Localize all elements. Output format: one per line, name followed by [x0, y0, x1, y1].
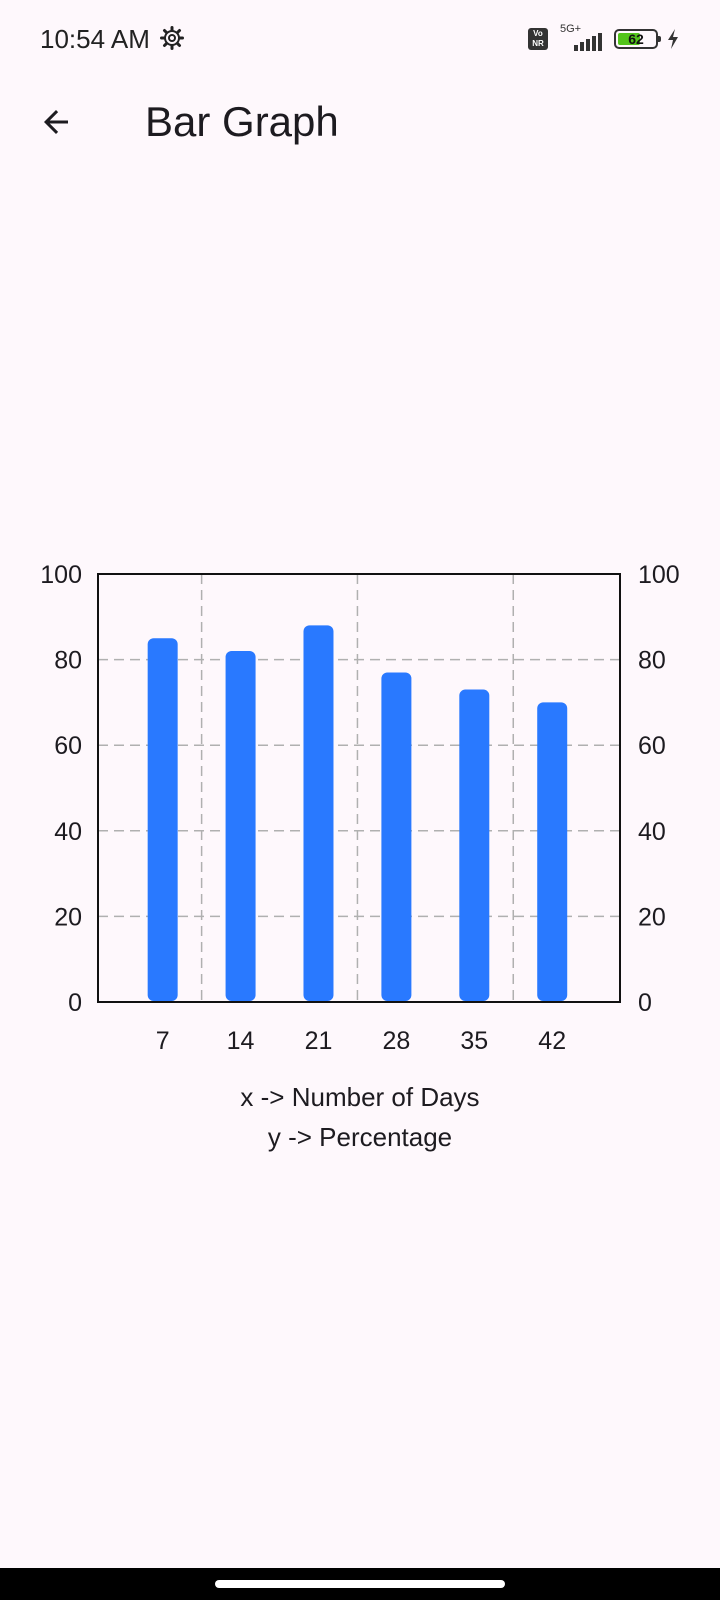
x-tick-label: 21: [305, 1027, 333, 1055]
x-tick-label: 28: [382, 1027, 410, 1055]
x-tick-label: 7: [156, 1027, 170, 1055]
y-tick-label-left: 20: [54, 903, 82, 931]
signal-icon: 5G+: [556, 23, 606, 53]
y-tick-label-left: 100: [40, 561, 82, 589]
x-axis-caption: x -> Number of Days: [240, 1082, 480, 1112]
settings-gear-icon: [160, 26, 184, 50]
bar: [381, 672, 412, 1001]
bar-chart: 0 0 20 20 40 40 60 60 80 80 100 100 7 14 21 28 35 42: [0, 560, 720, 1180]
y-tick-label-left: 0: [68, 989, 82, 1017]
status-icons: Vo NR 5G+ 62: [528, 23, 680, 54]
app-bar: Bar Graph: [0, 80, 720, 164]
y-tick-label-left: 80: [54, 647, 82, 675]
home-indicator[interactable]: [215, 1580, 505, 1588]
x-tick-label: 14: [227, 1027, 255, 1055]
network-type-label: 5G+: [560, 23, 582, 35]
battery-percent: 62: [628, 31, 644, 47]
x-tick-label: 42: [538, 1027, 566, 1055]
chart-canvas: 0 0 20 20 40 40 60 60 80 80 100 100 7 14 21 28 35 42: [40, 561, 680, 1055]
x-tick-label: 35: [460, 1027, 488, 1055]
y-tick-label-right: 60: [638, 732, 666, 760]
y-tick-label-right: 0: [638, 989, 652, 1017]
status-bar: 10:54 AM Vo NR 5G+: [0, 0, 720, 80]
y-axis-caption: y -> Percentage: [267, 1122, 453, 1152]
system-nav-bar: [0, 1568, 720, 1600]
plot-border: [97, 573, 621, 1003]
battery-fill: [618, 33, 640, 45]
y-tick-label-left: 60: [54, 732, 82, 760]
y-tick-label-left: 40: [54, 818, 82, 846]
status-time: 10:54 AM: [40, 24, 150, 54]
bar: [225, 651, 256, 1001]
charging-icon: [668, 29, 678, 49]
page-title: Bar Graph: [145, 98, 339, 145]
bar: [147, 638, 178, 1001]
back-button[interactable]: [28, 94, 84, 150]
arrow-back-icon: [44, 110, 68, 134]
battery-icon: 62: [614, 29, 661, 49]
y-tick-label-right: 20: [638, 903, 666, 931]
bar: [459, 689, 490, 1001]
y-tick-label-right: 80: [638, 647, 666, 675]
bar: [537, 702, 568, 1001]
y-tick-label-right: 100: [638, 561, 680, 589]
volte-icon: Vo NR: [528, 28, 548, 50]
y-tick-label-right: 40: [638, 818, 666, 846]
bar: [303, 625, 334, 1001]
